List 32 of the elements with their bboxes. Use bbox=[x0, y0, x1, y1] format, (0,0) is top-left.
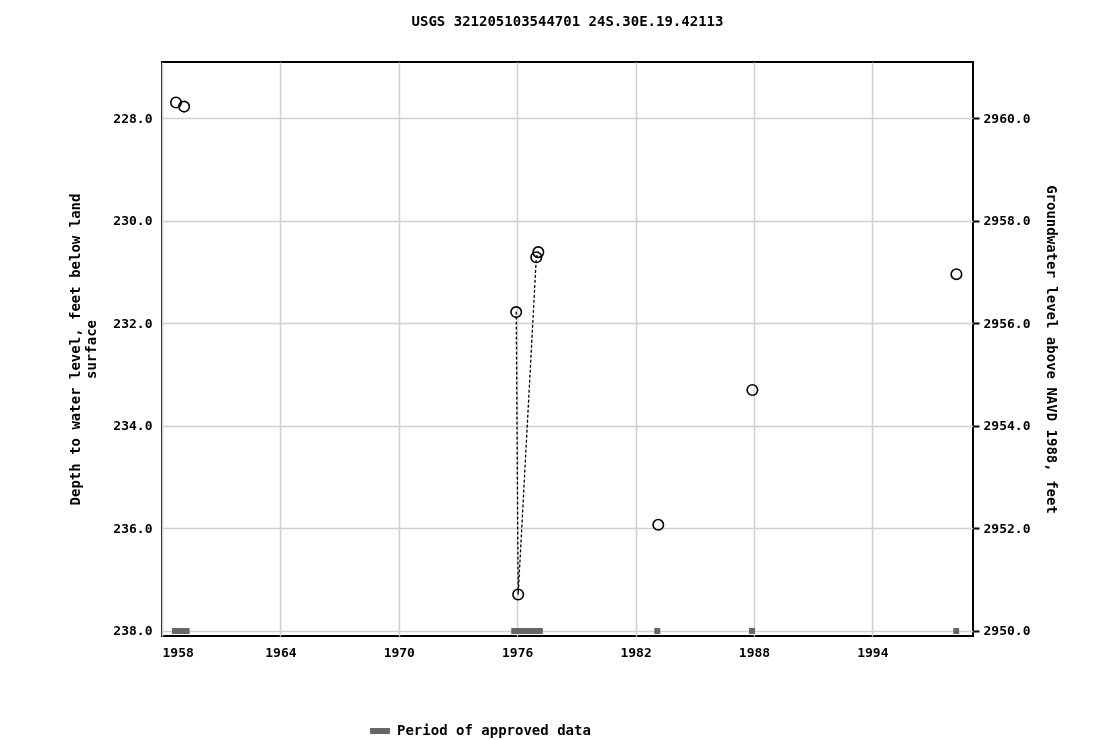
point bbox=[178, 100, 191, 113]
chart-title: USGS 321205103544701 24S.30E.19.42113 bbox=[411, 13, 724, 30]
x-tick-label: 1994 bbox=[857, 644, 889, 660]
point bbox=[950, 268, 963, 281]
y-tick-label: 234.0 bbox=[113, 418, 153, 434]
x-tick-label: 1982 bbox=[620, 644, 652, 660]
point bbox=[510, 306, 523, 319]
x-tick-label: 1970 bbox=[383, 644, 416, 660]
y2-tick-label: 2952.0 bbox=[983, 520, 1031, 536]
point bbox=[652, 518, 665, 531]
y-tick-label: 228.0 bbox=[113, 110, 153, 126]
point bbox=[530, 251, 543, 264]
y2-axis-title: Groundwater level above NAVD 1988, feet bbox=[1044, 185, 1061, 514]
y-axis-title: Depth to water level, feet below land surface bbox=[67, 193, 100, 506]
x-tick-label: 1976 bbox=[502, 644, 534, 660]
y2-tick-label: 2956.0 bbox=[983, 315, 1031, 331]
legend-label: Period of approved data bbox=[397, 722, 591, 738]
y2-tick-label: 2960.0 bbox=[983, 110, 1031, 126]
x-tick-label: 1964 bbox=[265, 644, 297, 660]
point bbox=[169, 96, 183, 109]
y2-tick-label: 2954.0 bbox=[983, 418, 1031, 434]
point bbox=[746, 383, 759, 397]
y2-tick-label: 2958.0 bbox=[983, 213, 1031, 229]
y-tick-label: 232.0 bbox=[113, 315, 153, 331]
x-tick-label: 1958 bbox=[162, 644, 194, 660]
x-tick-label: 1988 bbox=[738, 644, 771, 660]
point bbox=[512, 588, 525, 601]
y-tick-label: 230.0 bbox=[113, 213, 153, 229]
point bbox=[532, 246, 545, 259]
y2-tick-label: 2950.0 bbox=[983, 623, 1031, 639]
y-tick-label: 236.0 bbox=[113, 520, 153, 536]
y-tick-label: 238.0 bbox=[113, 623, 153, 639]
